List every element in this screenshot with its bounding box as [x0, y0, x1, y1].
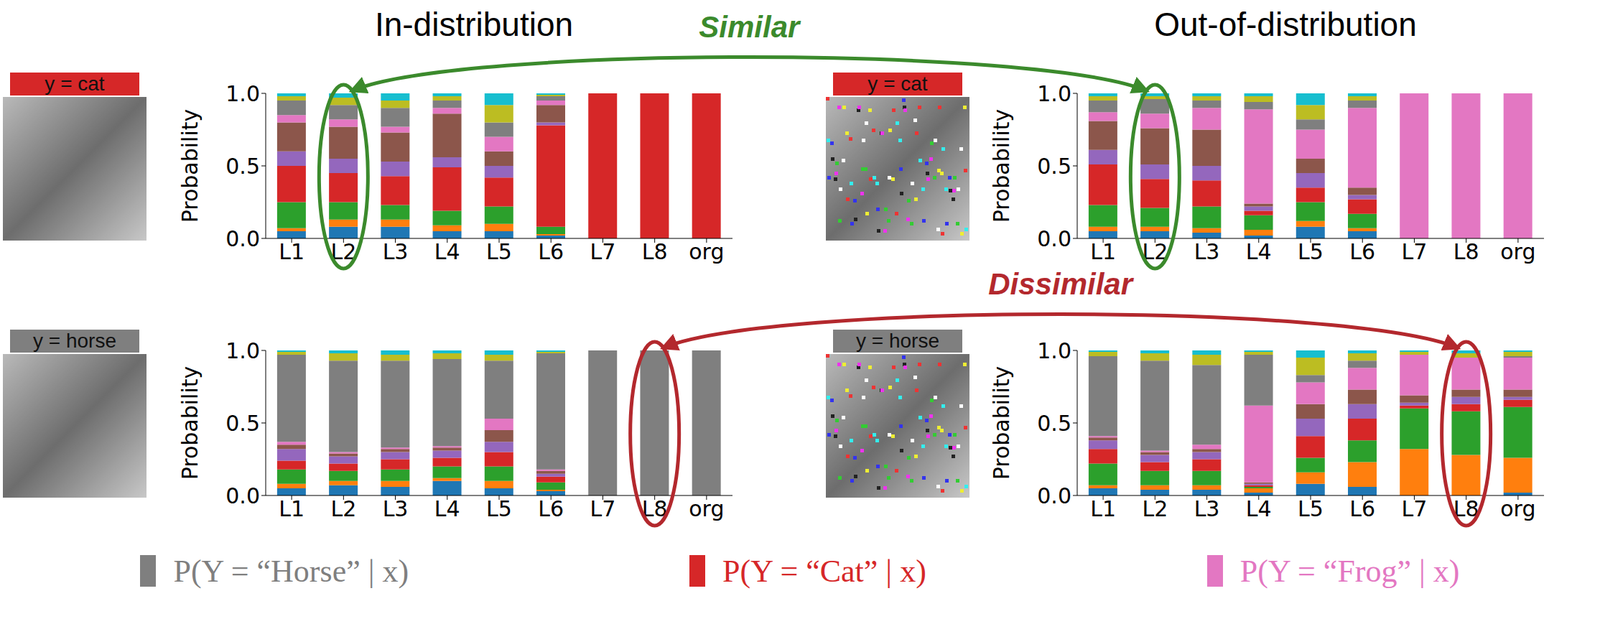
svg-text:L4: L4 — [1245, 239, 1272, 265]
svg-text:L6: L6 — [1349, 239, 1376, 265]
svg-text:0.0: 0.0 — [1036, 483, 1072, 509]
svg-text:L5: L5 — [486, 496, 513, 522]
svg-text:0.0: 0.0 — [1036, 226, 1072, 252]
svg-text:L4: L4 — [434, 496, 461, 522]
html-text:P(Y = “Horse” | x): P(Y = “Horse” | x) — [173, 553, 409, 589]
svg-text:L8: L8 — [642, 239, 668, 265]
svg-text:L7: L7 — [1401, 239, 1428, 265]
html-text:Probability: Probability — [177, 108, 203, 223]
svg-text:1.0: 1.0 — [225, 81, 260, 107]
svg-text:L1: L1 — [278, 496, 305, 522]
svg-text:1.0: 1.0 — [225, 338, 260, 364]
svg-text:L5: L5 — [486, 239, 513, 265]
svg-text:L1: L1 — [278, 239, 305, 265]
svg-text:L3: L3 — [1194, 496, 1221, 522]
html-text:y = horse: y = horse — [33, 329, 117, 352]
svg-text:Dissimilar: Dissimilar — [988, 267, 1134, 301]
html-text:y = cat: y = cat — [867, 72, 928, 95]
svg-text:L8: L8 — [1453, 239, 1480, 265]
svg-text:L7: L7 — [590, 496, 617, 522]
html-text:Out-of-distribution: Out-of-distribution — [1154, 5, 1417, 44]
html-text:y = cat: y = cat — [44, 72, 105, 95]
svg-text:org: org — [1500, 239, 1536, 265]
html-text:y = horse: y = horse — [856, 329, 940, 352]
svg-text:0.5: 0.5 — [1036, 410, 1072, 436]
svg-text:L8: L8 — [1453, 496, 1480, 522]
svg-text:L2: L2 — [1141, 496, 1168, 522]
svg-text:L2: L2 — [330, 496, 357, 522]
svg-text:L6: L6 — [1349, 496, 1376, 522]
html-text:P(Y = “Frog” | x): P(Y = “Frog” | x) — [1240, 553, 1460, 589]
svg-text:L7: L7 — [1401, 496, 1428, 522]
svg-text:0.5: 0.5 — [1036, 153, 1072, 179]
svg-text:0.0: 0.0 — [225, 226, 260, 252]
svg-text:L2: L2 — [330, 239, 357, 265]
svg-text:1.0: 1.0 — [1036, 81, 1072, 107]
svg-text:L4: L4 — [434, 239, 461, 265]
svg-text:L4: L4 — [1245, 496, 1272, 522]
svg-text:L5: L5 — [1297, 496, 1324, 522]
svg-text:L1: L1 — [1090, 496, 1116, 522]
html-text:Probability: Probability — [988, 108, 1015, 223]
svg-text:L2: L2 — [1141, 239, 1168, 265]
svg-text:L6: L6 — [537, 496, 564, 522]
svg-text:0.0: 0.0 — [225, 483, 260, 509]
svg-text:L1: L1 — [1090, 239, 1116, 265]
svg-text:L3: L3 — [1194, 239, 1221, 265]
html-text:Probability: Probability — [988, 366, 1015, 480]
svg-text:L6: L6 — [537, 239, 564, 265]
svg-text:1.0: 1.0 — [1036, 338, 1072, 364]
svg-text:org: org — [1500, 496, 1536, 522]
svg-text:L5: L5 — [1297, 239, 1324, 265]
svg-text:L3: L3 — [382, 496, 409, 522]
svg-text:0.5: 0.5 — [225, 410, 260, 436]
html-text:Probability: Probability — [177, 366, 203, 480]
svg-text:L3: L3 — [382, 239, 409, 265]
svg-text:L8: L8 — [642, 496, 668, 522]
svg-text:L7: L7 — [590, 239, 617, 265]
svg-text:org: org — [688, 496, 724, 522]
html-text:P(Y = “Cat” | x): P(Y = “Cat” | x) — [722, 553, 927, 589]
svg-text:Similar: Similar — [698, 10, 802, 44]
svg-text:org: org — [688, 239, 724, 265]
html-text:In-distribution: In-distribution — [374, 5, 574, 44]
svg-text:0.5: 0.5 — [225, 153, 260, 179]
